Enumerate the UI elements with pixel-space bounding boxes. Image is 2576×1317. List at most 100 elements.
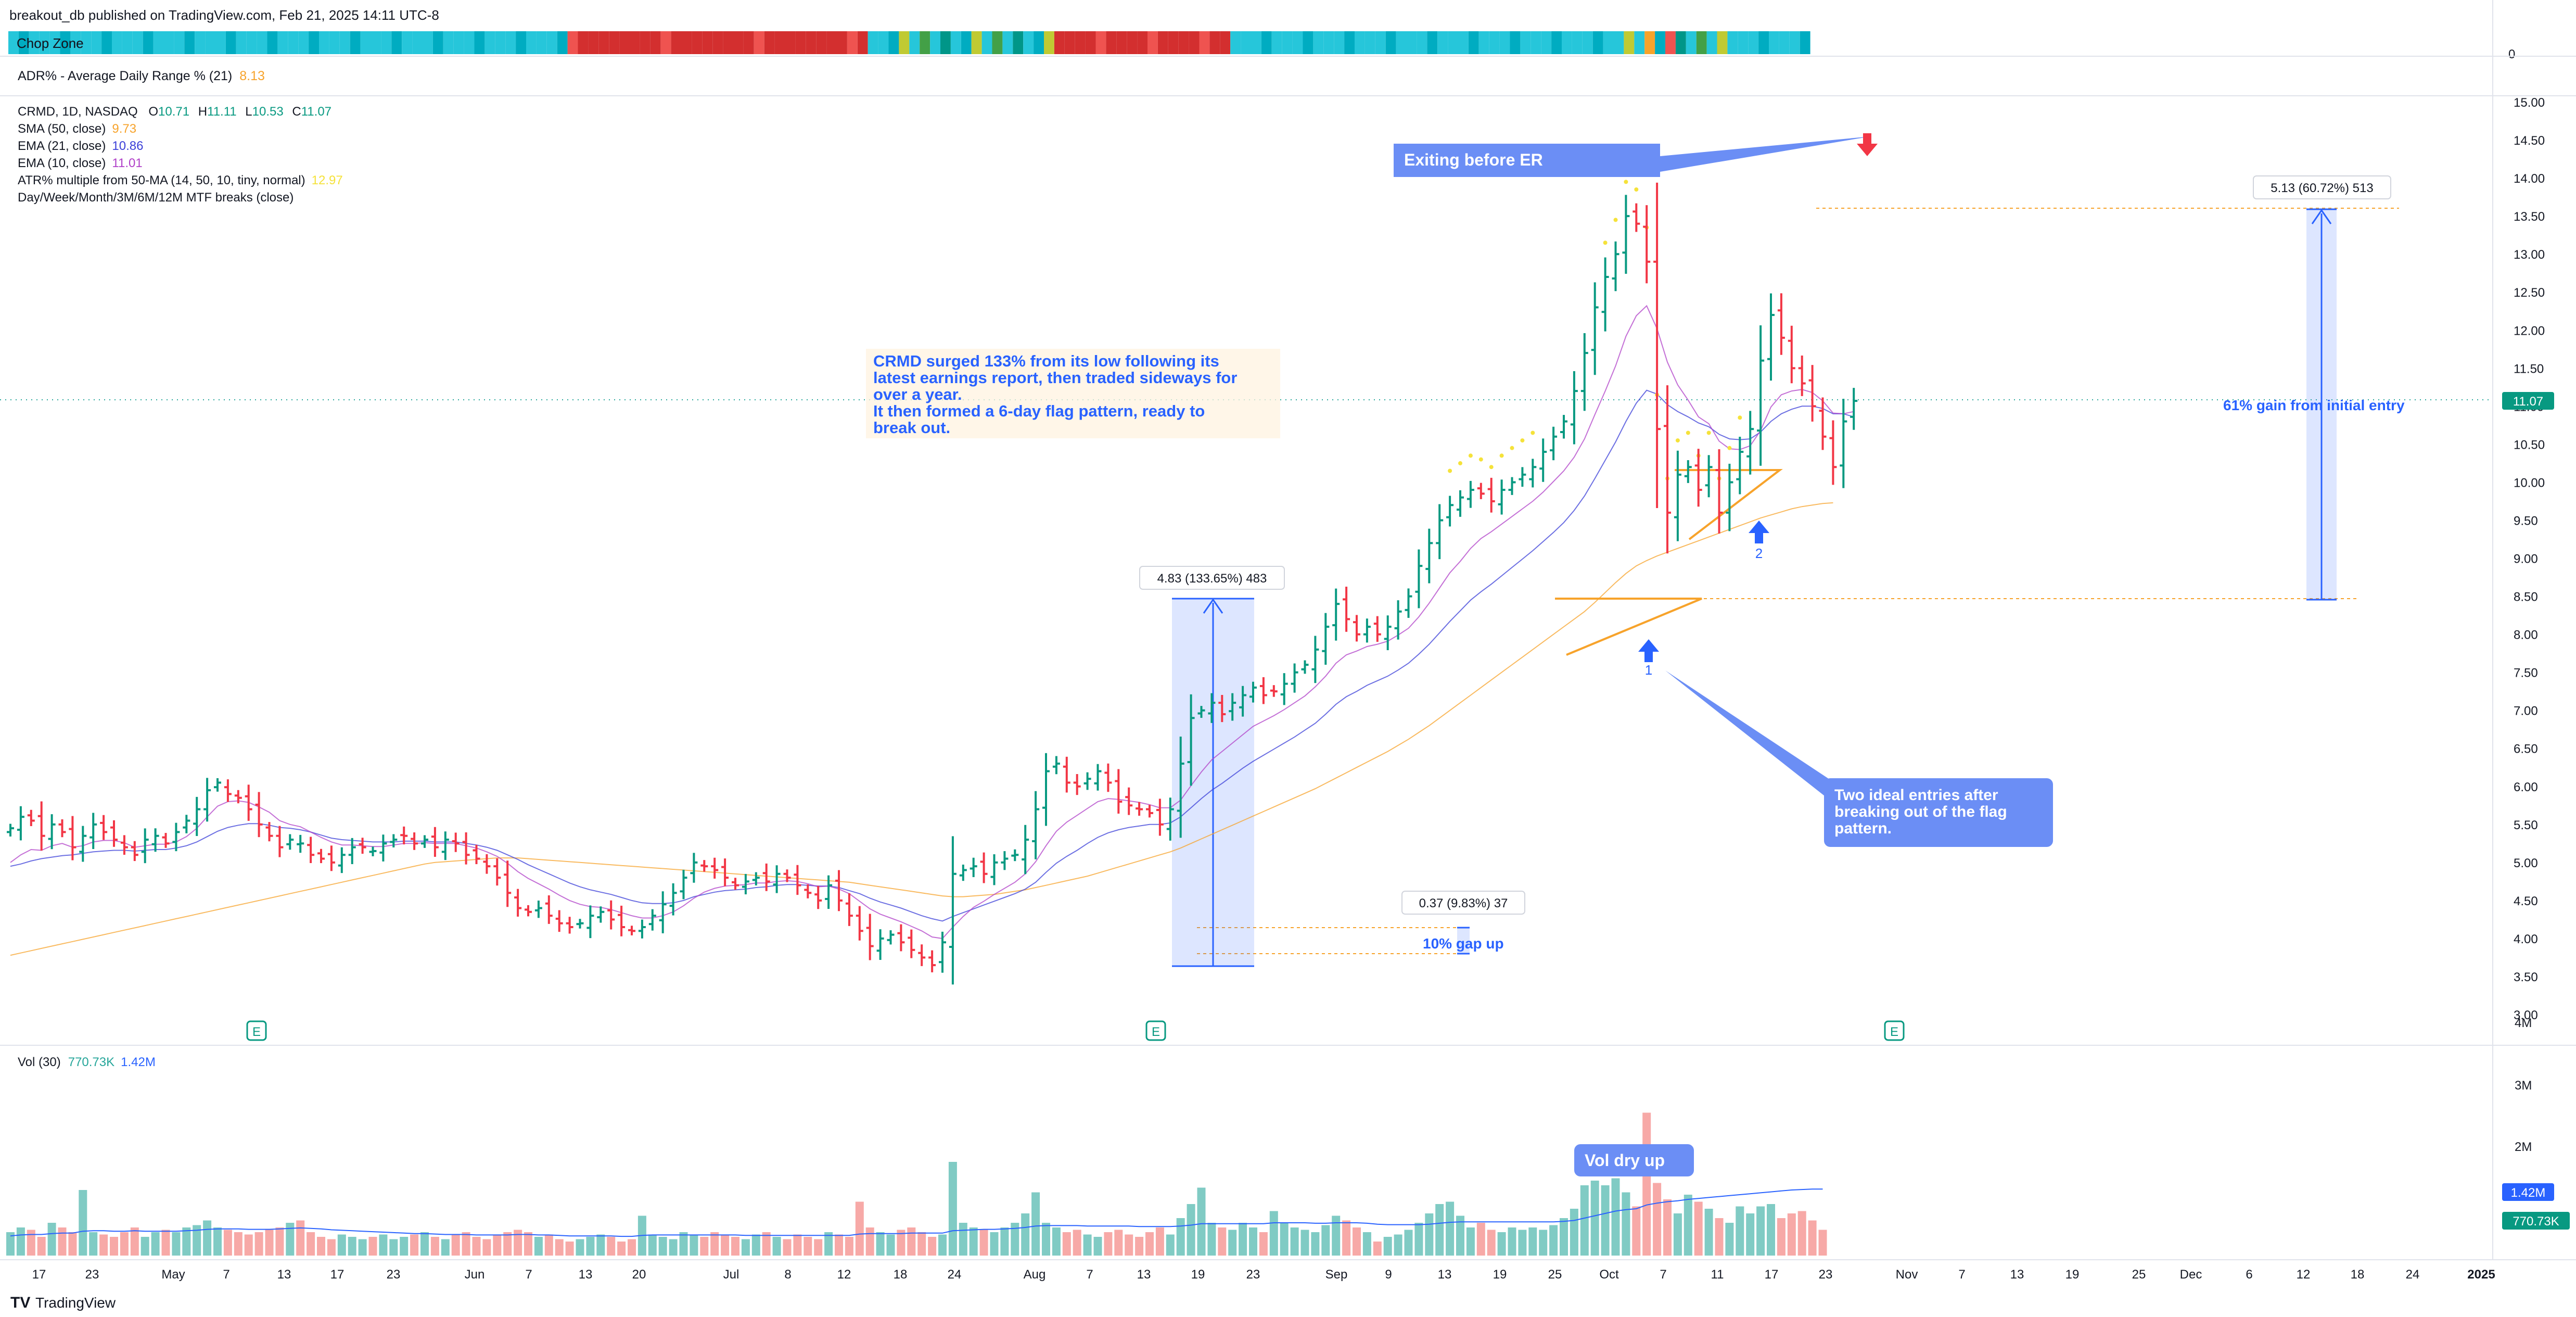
- price-tick-label: 3.50: [2514, 970, 2538, 984]
- volume-bar: [596, 1234, 605, 1256]
- entry-arrow-2[interactable]: 2: [1749, 521, 1769, 561]
- measure-label-133[interactable]: 4.83 (133.65%) 483: [1139, 566, 1285, 590]
- ohlc-bar: [576, 919, 584, 929]
- volume-bar: [1518, 1230, 1527, 1256]
- chop-zone-cell: [1520, 31, 1531, 54]
- chop-zone-cell: [1510, 31, 1521, 54]
- ohlc-bar: [794, 865, 801, 895]
- ohlc-bar: [742, 873, 749, 895]
- volume-bar: [503, 1232, 512, 1256]
- atr-dot: [1489, 465, 1494, 470]
- volume-bar: [959, 1223, 967, 1256]
- ohlc-bar: [1104, 763, 1112, 792]
- time-tick-label: May: [161, 1268, 185, 1282]
- exit-callout[interactable]: Exiting before ER: [1394, 136, 1871, 177]
- ohlc-bar: [504, 860, 512, 907]
- time-tick-label: 8: [784, 1268, 791, 1282]
- ohlc-bar: [234, 790, 242, 804]
- note-main-callout[interactable]: CRMD surged 133% from its low following …: [866, 349, 1280, 438]
- entries-callout[interactable]: Two ideal entries after breaking out of t…: [1665, 670, 2053, 847]
- chop-zone-cell: [660, 31, 671, 54]
- chop-zone-cell: [940, 31, 951, 54]
- atr-dot: [1499, 453, 1504, 458]
- chop-zone-cell: [1385, 31, 1396, 54]
- chop-zone-cell: [1147, 31, 1158, 54]
- chop-zone-cell: [49, 31, 60, 54]
- chop-zone-cell: [29, 31, 40, 54]
- chop-zone-cell: [588, 31, 599, 54]
- time-axis[interactable]: 17 23 May 7 13 17 23 Jun 7 13 20 Jul 8 12 18 24 Aug 7 13 19…: [32, 1268, 2495, 1282]
- chop-zone-cell: [1789, 31, 1800, 54]
- ohlc-bar: [1218, 694, 1226, 723]
- chop-zone-cell: [899, 31, 910, 54]
- volume-bar: [679, 1232, 688, 1256]
- volume-bar: [979, 1230, 988, 1256]
- exit-arrow[interactable]: [1857, 133, 1878, 156]
- time-tick-label: 13: [579, 1268, 593, 1282]
- chop-zone-cell: [920, 31, 930, 54]
- price-axis[interactable]: 15.00 14.50 14.00 13.50 13.00 12.50 12.00 11.50…: [2514, 96, 2545, 1022]
- chop-zone-cell: [609, 31, 620, 54]
- measure-label-gap[interactable]: 0.37 (9.83%) 37: [1401, 891, 1525, 915]
- volume-tick-label: 4M: [2515, 1016, 2532, 1030]
- volume-bar: [172, 1232, 181, 1256]
- volume-bar: [1601, 1185, 1610, 1256]
- measure-box-gap[interactable]: [1457, 928, 1470, 954]
- ohlc-bar: [224, 779, 232, 802]
- price-tick-label: 12.00: [2514, 324, 2545, 338]
- ohlc-bar: [1746, 411, 1754, 475]
- price-tick-label: 7.50: [2514, 666, 2538, 680]
- ohlc-bar: [1022, 825, 1029, 875]
- ohlc-bar: [1384, 615, 1392, 651]
- earnings-marker[interactable]: E: [1145, 1020, 1166, 1041]
- volume-ma-label: 1.42M: [2502, 1183, 2554, 1201]
- ohlc-bar: [276, 826, 284, 857]
- earnings-marker[interactable]: E: [1884, 1020, 1905, 1041]
- svg-text:TV: TV: [10, 1294, 30, 1311]
- ema21-line: [10, 389, 1854, 922]
- ohlc-bar: [1270, 685, 1278, 697]
- chop-zone-cell: [1375, 31, 1386, 54]
- volume-bar: [1497, 1232, 1506, 1256]
- chop-zone-cell: [692, 31, 703, 54]
- ohlc-bar: [928, 950, 936, 972]
- volume-bar: [1207, 1223, 1216, 1256]
- chop-zone-cell: [971, 31, 982, 54]
- volume-bar: [1135, 1237, 1144, 1256]
- vol-dry-up-callout[interactable]: Vol dry up: [1574, 1144, 1694, 1176]
- atr-dot: [1531, 430, 1535, 435]
- ohlc-bar: [1229, 693, 1236, 721]
- flag-pattern-1[interactable]: [1555, 598, 1702, 656]
- ohlc-bar: [27, 809, 35, 827]
- volume-bar: [47, 1223, 56, 1256]
- entry-arrow-1[interactable]: 1: [1638, 639, 1659, 678]
- volume-bar: [1187, 1204, 1195, 1256]
- volume-bar: [586, 1237, 595, 1256]
- chop-zone-cell: [1261, 31, 1272, 54]
- svg-text:TradingView: TradingView: [35, 1295, 116, 1311]
- volume-bar: [213, 1227, 222, 1256]
- symbol-legend[interactable]: CRMD, 1D, NASDAQ O10.71 H11.11 L10.53 C1…: [18, 105, 331, 119]
- volume-bar: [1549, 1225, 1558, 1256]
- volume-bar: [1746, 1213, 1755, 1256]
- volume-bar: [607, 1237, 616, 1256]
- chop-zone-cell: [826, 31, 837, 54]
- volume-bar: [1114, 1230, 1123, 1256]
- measure-label-60[interactable]: 5.13 (60.72%) 513: [2253, 175, 2391, 199]
- volume-bar: [389, 1239, 398, 1256]
- chop-zone-cell: [516, 31, 526, 54]
- volume-bar: [1280, 1223, 1289, 1256]
- ohlc-bar: [783, 869, 791, 882]
- chop-zone-cell: [1613, 31, 1624, 54]
- chop-zone-cell: [723, 31, 733, 54]
- svg-text:5.13 (60.72%) 513: 5.13 (60.72%) 513: [2271, 181, 2373, 195]
- ohlc-bar: [534, 901, 542, 918]
- time-tick-label: 17: [32, 1268, 46, 1282]
- volume-bar: [783, 1239, 792, 1256]
- volume-bar: [1580, 1185, 1589, 1256]
- svg-text:11.07: 11.07: [2513, 395, 2543, 409]
- atr-dot: [1727, 446, 1732, 450]
- volume-bar: [1373, 1242, 1382, 1256]
- earnings-marker[interactable]: E: [246, 1020, 267, 1041]
